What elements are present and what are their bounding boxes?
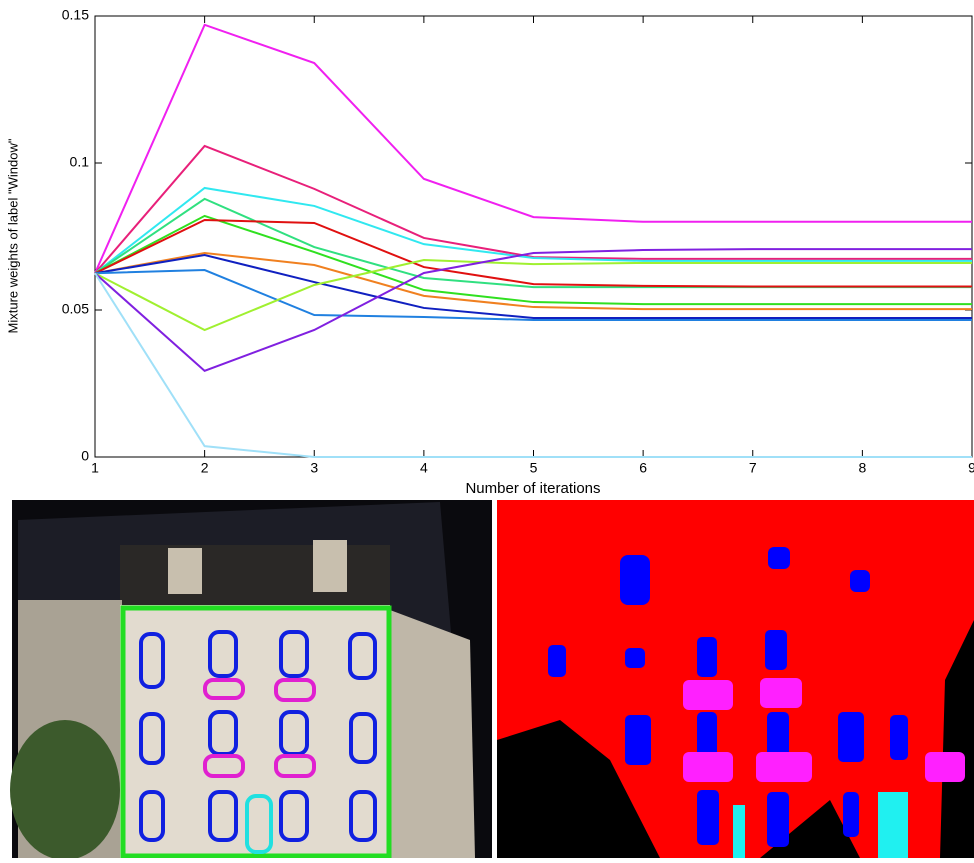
data-line [94, 197, 972, 289]
y-tick-label: 0.15 [62, 7, 89, 23]
data-line [94, 251, 972, 311]
data-line [94, 214, 972, 306]
x-tick-label: 3 [310, 460, 318, 476]
data-line [94, 219, 972, 288]
photo [10, 500, 492, 860]
y-tick-label: 0 [81, 448, 89, 464]
data-line [94, 272, 972, 458]
x-tick-label: 4 [420, 460, 428, 476]
x-tick-label: 8 [858, 460, 866, 476]
x-tick-label: 1 [91, 460, 99, 476]
x-tick-label: 7 [749, 460, 757, 476]
x-tick-label: 9 [968, 460, 974, 476]
data-line [94, 186, 972, 275]
plot-frame [94, 15, 973, 458]
x-tick-label: 5 [530, 460, 538, 476]
y-tick-label: 0.05 [62, 301, 89, 317]
data-line [94, 269, 972, 321]
data-line [94, 248, 972, 373]
x-tick-label: 2 [201, 460, 209, 476]
x-tick-label: 6 [639, 460, 647, 476]
segmentation [497, 500, 974, 858]
data-line [94, 254, 972, 319]
y-axis-label: Mixture weights of label "Window" [5, 138, 20, 333]
data-line [94, 259, 972, 332]
x-axis-label: Number of iterations [465, 480, 600, 497]
data-line [94, 23, 972, 274]
y-tick-label: 0.1 [70, 154, 90, 170]
